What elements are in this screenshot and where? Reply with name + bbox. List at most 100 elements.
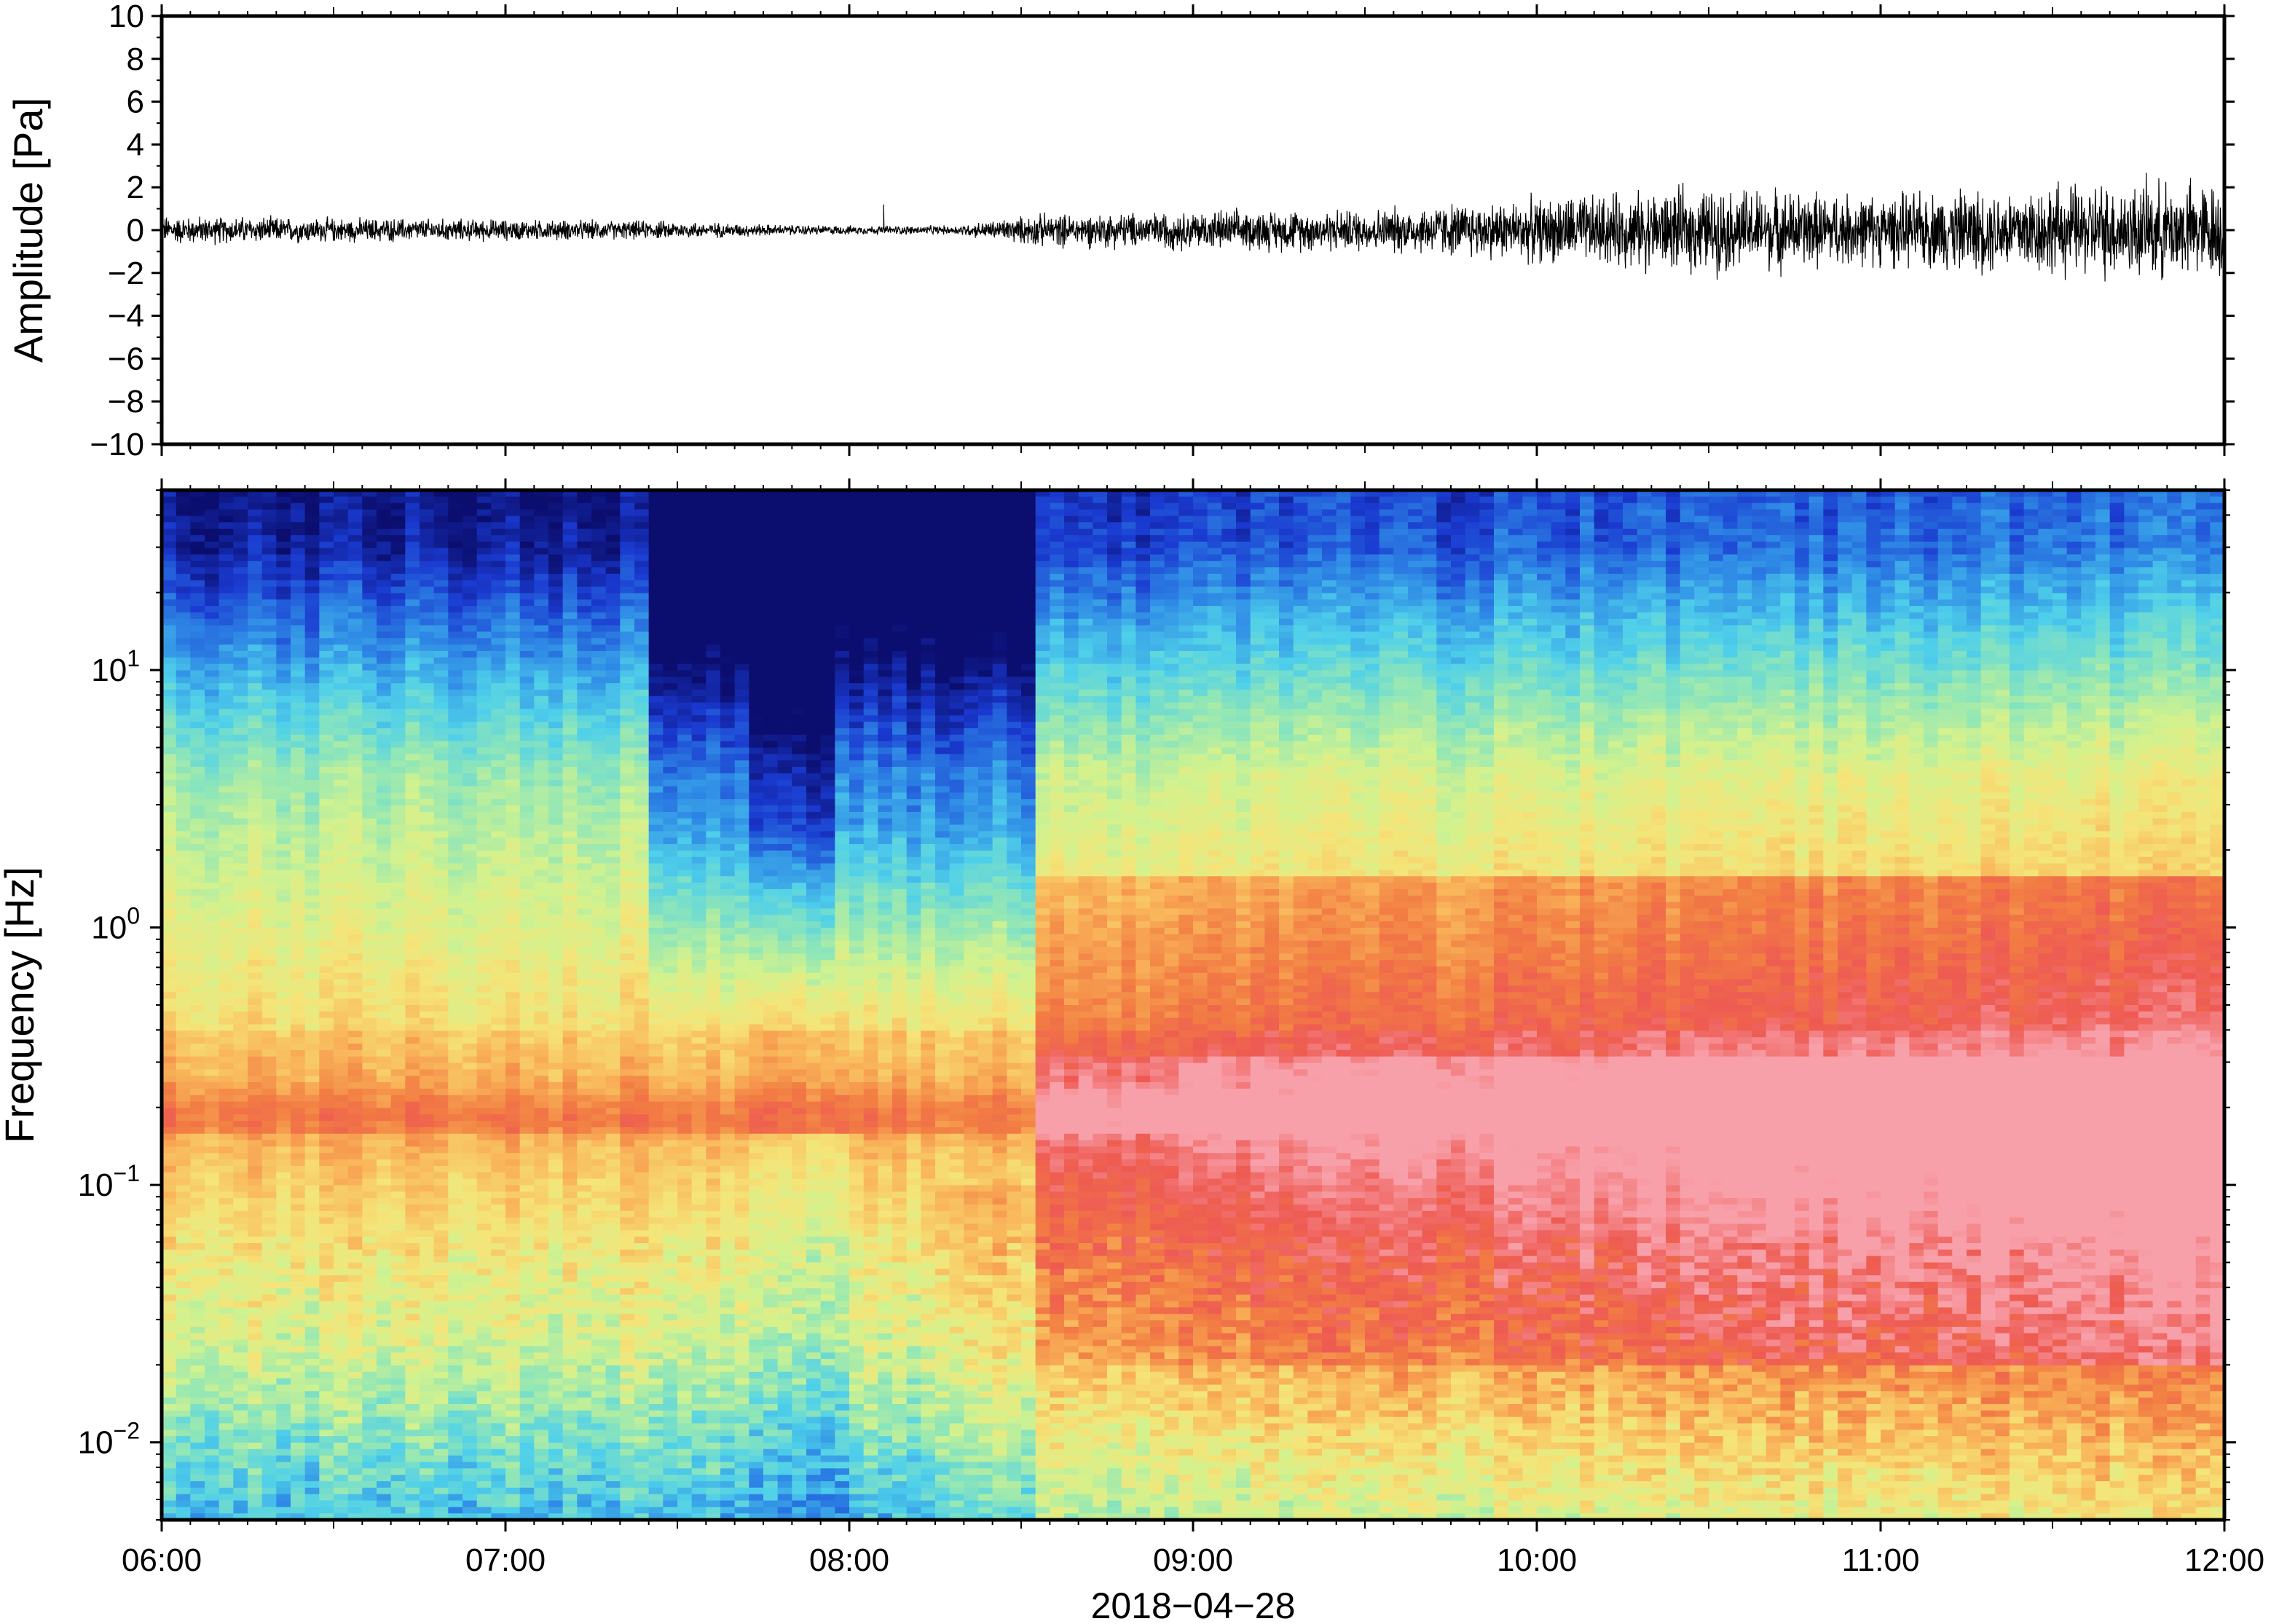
spectrogram-cell [377,1205,391,1211]
spectrogram-cell [305,664,320,671]
spectrogram-cell [319,1185,334,1191]
spectrogram-cell [248,1475,262,1481]
spectrogram-cell [319,921,334,928]
spectrogram-cell [463,1411,477,1417]
spectrogram-cell [377,683,391,690]
spectrogram-cell [248,1481,262,1488]
waveform-y-tick-label: 10 [109,0,144,34]
spectrogram-cell [563,1379,578,1385]
spectrogram-cell [405,1301,420,1308]
spectrogram-cell [334,516,348,522]
spectrogram-cell [434,1243,449,1250]
spectrogram-cell [377,1462,391,1468]
spectrogram-cell [534,767,548,773]
spectrogram-cell [176,1153,191,1159]
spectrogram-cell [176,754,191,760]
spectrogram-cell [405,966,420,973]
spectrogram-cell [405,805,420,812]
spectrogram-cell [505,1359,520,1365]
spectrogram-cell [162,1295,176,1301]
spectrogram-cell [463,1507,477,1513]
spectrogram-cell [477,1468,492,1475]
spectrogram-cell [262,973,277,979]
spectrogram-cell [262,896,277,902]
spectrogram-cell [520,593,535,599]
spectrogram-cell [291,915,305,921]
spectrogram-cell [534,902,548,909]
spectrogram-cell [477,902,492,909]
spectrogram-cell [348,889,363,896]
spectrogram-cell [391,953,406,960]
spectrogram-cell [534,548,548,555]
spectrogram-cell [291,677,305,683]
spectrogram-cell [319,626,334,632]
spectrogram-cell [162,1391,176,1398]
spectrogram-cell [405,1179,420,1186]
spectrogram-cell [162,1191,176,1198]
spectrogram-cell [577,1018,591,1025]
spectrogram-cell [434,1030,449,1037]
spectrogram-cell [348,1391,363,1398]
spectrogram-cell [448,934,463,941]
spectrogram-cell [420,1468,434,1475]
spectrogram-cell [520,1140,535,1147]
spectrogram-cell [434,626,449,632]
spectrogram-cell [534,792,548,799]
spectrogram-cell [190,645,205,651]
spectrogram-cell [548,683,563,690]
spectrogram-cell [420,941,434,947]
spectrogram-cell [563,1089,578,1095]
spectrogram-cell [176,1250,191,1256]
spectrogram-cell [305,1102,320,1108]
spectrogram-cell [520,1430,535,1436]
spectrogram-cell [276,522,291,529]
spectrogram-cell [319,1018,334,1025]
spectrogram-cell [505,1037,520,1044]
spectrogram-cell [334,1295,348,1301]
spectrogram-cell [248,1179,262,1186]
spectrogram-cell [190,1095,205,1102]
spectrogram-cell [577,934,591,941]
spectrogram-cell [391,1494,406,1501]
spectrogram-cell [162,529,176,535]
spectrogram-cell [276,837,291,844]
spectrogram-cell [520,1263,535,1269]
spectrogram-cell [377,767,391,773]
spectrogram-cell [405,503,420,510]
spectrogram-cell [162,812,176,819]
spectrogram-cell [248,1146,262,1153]
spectrogram-cell [162,1044,176,1050]
spectrogram-cell [291,748,305,754]
spectrogram-cell [463,1423,477,1430]
spectrogram-cell [162,1443,176,1449]
spectrogram-cell [305,992,320,998]
spectrogram-cell [463,896,477,902]
spectrogram-cell [205,805,219,812]
spectrogram-cell [505,1327,520,1333]
spectrogram-cell [491,966,505,973]
spectrogram-cell [305,1468,320,1475]
spectrogram-cell [491,1468,505,1475]
spectrogram-cell [276,1018,291,1025]
spectrogram-cell [205,542,219,548]
spectrogram-cell [505,754,520,760]
spectrogram-cell [420,709,434,715]
spectrogram-cell [219,735,234,741]
spectrogram-cell [291,567,305,574]
spectrogram-cell [334,921,348,928]
spectrogram-cell [190,1269,205,1275]
spectrogram-cell [362,1114,377,1121]
spectrogram-cell [491,1481,505,1488]
spectrogram-cell [434,703,449,709]
spectrogram-cell [334,1379,348,1385]
spectrogram-cell [377,535,391,542]
spectrogram-cell [405,1443,420,1449]
spectrogram-cell [391,1263,406,1269]
spectrogram-cell [377,754,391,760]
spectrogram-cell [491,1333,505,1340]
spectrogram-cell [248,1025,262,1031]
spectrogram-cell [534,1456,548,1462]
spectrogram-cell [520,696,535,703]
spectrogram-cell [534,1288,548,1295]
spectrogram-cell [563,1417,578,1424]
